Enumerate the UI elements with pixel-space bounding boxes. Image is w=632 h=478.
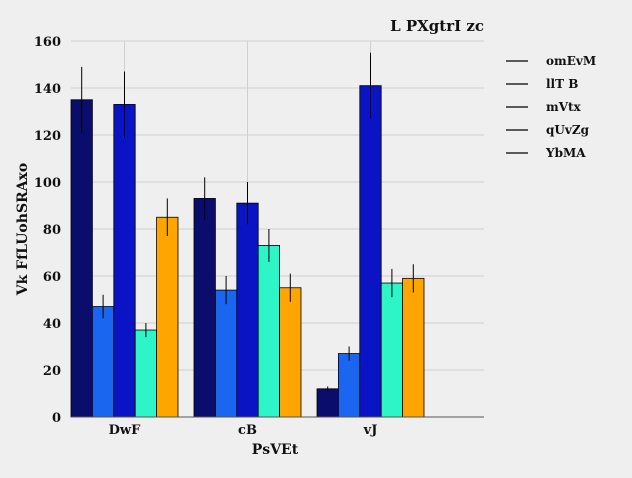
- y-tick-label: 160: [34, 35, 61, 50]
- y-tick-label: 40: [43, 317, 61, 332]
- bar: [92, 306, 115, 418]
- y-tick-label: 60: [43, 270, 61, 285]
- y-tick-label: 140: [34, 82, 61, 97]
- bar: [279, 287, 302, 418]
- legend-entry: YbMA: [545, 146, 586, 160]
- bars: [70, 52, 425, 418]
- bar: [236, 202, 259, 418]
- x-tick-label: DwF: [109, 423, 141, 438]
- bar: [193, 198, 216, 418]
- bar: [214, 289, 238, 418]
- bar: [70, 99, 93, 418]
- legend-entry: mVtx: [546, 100, 582, 114]
- chart-title: L PXgtrI zc: [390, 17, 484, 35]
- y-tick-label: 100: [34, 176, 61, 191]
- y-tick-label: 120: [34, 129, 61, 144]
- x-axis-label: PsVEt: [252, 442, 299, 458]
- legend-entry: llT B: [546, 77, 578, 91]
- bar: [257, 245, 281, 418]
- legend-entry: qUvZg: [546, 123, 590, 137]
- legend-entry: omEvM: [546, 54, 596, 68]
- y-tick-label: 0: [52, 411, 61, 426]
- bar: [316, 388, 339, 418]
- bar: [113, 104, 136, 418]
- legend: omEvM llT B mVtx qUvZg YbMA: [506, 54, 596, 160]
- y-tick-label: 80: [43, 223, 61, 238]
- bar: [402, 277, 425, 418]
- x-tick-label: cB: [238, 423, 257, 438]
- bar: [337, 353, 361, 418]
- y-axis-label: Vk FfLUohSRAxo: [15, 163, 31, 297]
- bar: [134, 329, 157, 418]
- bar: [156, 216, 179, 418]
- bar: [359, 85, 382, 418]
- x-tick-label: vJ: [363, 423, 378, 438]
- axes: 0 20 40 60 80 100 120 140 160 DwF cB vJ: [34, 35, 484, 438]
- bar: [380, 282, 404, 418]
- y-tick-label: 20: [43, 364, 61, 379]
